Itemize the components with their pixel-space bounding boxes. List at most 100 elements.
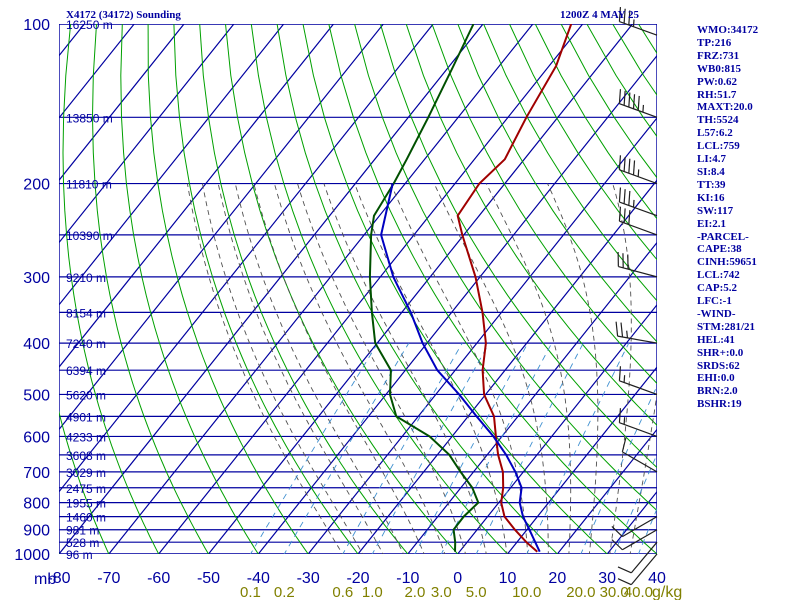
index-item: BSHR:19 — [697, 398, 742, 411]
isotherm-line — [59, 24, 334, 369]
wind-barb-staff — [630, 553, 658, 586]
wind-barb-half-flag — [637, 169, 640, 177]
mixing-ratio-tick-label: 1.0 — [362, 584, 383, 600]
temperature-tick-label: 0 — [453, 570, 462, 587]
wind-barb — [611, 529, 658, 551]
index-item: FRZ:731 — [697, 49, 740, 62]
mixing-ratio-line — [342, 342, 463, 554]
wind-barb-flag — [628, 10, 631, 26]
index-item: SW:117 — [697, 204, 734, 217]
wind-barb-flag — [623, 8, 626, 24]
pressure-tick-label: 600 — [23, 429, 50, 446]
temperature-tick-label: -50 — [197, 570, 220, 587]
temperature-tick-label: -20 — [346, 570, 369, 587]
wind-barb-flag — [618, 6, 622, 22]
wind-barb — [618, 89, 658, 118]
wind-barb-staff — [619, 20, 658, 36]
mixing-ratio-tick-label: 30.0 — [600, 584, 629, 600]
isotherm-line — [59, 24, 185, 182]
chart-title: X4172 (34172) Sounding — [66, 9, 181, 21]
pressure-tick-label: 900 — [23, 523, 50, 540]
index-item: SI:8.4 — [697, 165, 725, 178]
wind-barb-staff — [622, 529, 658, 551]
dry-adiabat-line — [173, 24, 359, 554]
height-label: 528 m — [66, 536, 99, 550]
wind-barb-flag — [618, 366, 622, 381]
mixing-ratio-line — [580, 385, 657, 554]
wind-barb-flag — [620, 322, 624, 338]
height-label: 16250 m — [66, 18, 113, 32]
temperature-tick-label: 20 — [548, 570, 566, 587]
dry-adiabat-line — [199, 24, 409, 554]
moist-adiabat-line — [253, 183, 425, 554]
mixing-ratio-tick-label: 40.0 — [624, 584, 653, 600]
temperature-tick-label: -80 — [47, 570, 70, 587]
mixing-ratio-line — [414, 342, 529, 554]
wind-barb — [615, 321, 658, 344]
index-item: RH:51.7 — [697, 88, 737, 101]
height-label: 1460 m — [66, 511, 106, 525]
index-item: LCL:742 — [697, 269, 740, 282]
moist-adiabat-line — [485, 183, 572, 554]
sounding-profiles — [368, 24, 573, 553]
wind-barb-staff — [617, 335, 658, 344]
wind-barb-flag — [628, 158, 631, 174]
moist-adiabat-line — [433, 183, 549, 554]
wind-barb-staff — [618, 265, 658, 278]
mixing-ratio-tick-label: 3.0 — [431, 584, 452, 600]
index-item: PW:0.62 — [697, 75, 738, 88]
moist-adiabat-line — [201, 183, 364, 554]
temperature-tick-label: 40 — [648, 570, 666, 587]
index-item: CAP:5.2 — [697, 282, 738, 295]
height-label: 7240 m — [66, 337, 106, 351]
index-item: EI:2.1 — [697, 217, 727, 230]
index-item: LFC:-1 — [697, 295, 732, 308]
mixing-ratio-line — [637, 507, 657, 554]
mixing-ratio-line — [440, 342, 553, 554]
wind-barb-half-flag — [626, 330, 629, 338]
dry-adiabat-line — [509, 24, 657, 261]
dry-adiabat-line — [250, 24, 509, 554]
height-label: 13850 m — [66, 111, 113, 125]
index-item: CINH:59651 — [697, 256, 757, 269]
index-item: WB0:815 — [697, 62, 741, 75]
pressure-tick-label: 300 — [23, 270, 50, 287]
height-label: 9210 m — [66, 271, 106, 285]
isotherm-line — [59, 24, 434, 493]
mixing-ratio-line — [249, 342, 379, 554]
index-item: LCL:759 — [697, 140, 740, 153]
moist-adiabat-line — [234, 183, 404, 554]
dry-adiabat-line — [405, 24, 657, 427]
mixing-ratio-tick-label: 20.0 — [566, 584, 595, 600]
pressure-unit-label: mb — [34, 571, 56, 588]
wind-barb-flag — [618, 187, 622, 203]
index-item: EHI:0.0 — [697, 372, 735, 385]
mixing-ratio-line — [613, 453, 657, 554]
wind-barb-flag — [618, 408, 622, 423]
wind-barb-half-flag — [623, 417, 626, 425]
wind-barb-flag — [632, 160, 636, 176]
wind-barb-half-flag — [623, 375, 626, 383]
index-item: CAPE:38 — [697, 243, 742, 256]
wind-barb — [618, 206, 658, 236]
plot-frame — [59, 24, 657, 554]
index-item: TP:216 — [697, 36, 732, 49]
pressure-tick-label: 800 — [23, 496, 50, 513]
isotherm-line — [108, 24, 534, 554]
isotherm-line — [556, 428, 657, 554]
grid — [59, 24, 657, 554]
index-item: BRN:2.0 — [697, 385, 738, 398]
wind-barb-half-flag — [642, 104, 645, 113]
temperature-tick-label: -10 — [396, 570, 419, 587]
chart-datetime: 1200Z 4 MAY 25 — [560, 9, 639, 21]
wind-barb — [618, 408, 658, 437]
wind-barb — [617, 251, 658, 278]
temperature-tick-label: 30 — [598, 570, 616, 587]
moist-adiabat-line — [547, 183, 599, 554]
height-label: 8154 m — [66, 306, 106, 320]
mixing-ratio-tick-label: 0.2 — [274, 584, 295, 600]
isotherm-line — [208, 24, 633, 554]
isotherm-line — [59, 24, 384, 431]
wind-barb-flag — [628, 190, 631, 206]
